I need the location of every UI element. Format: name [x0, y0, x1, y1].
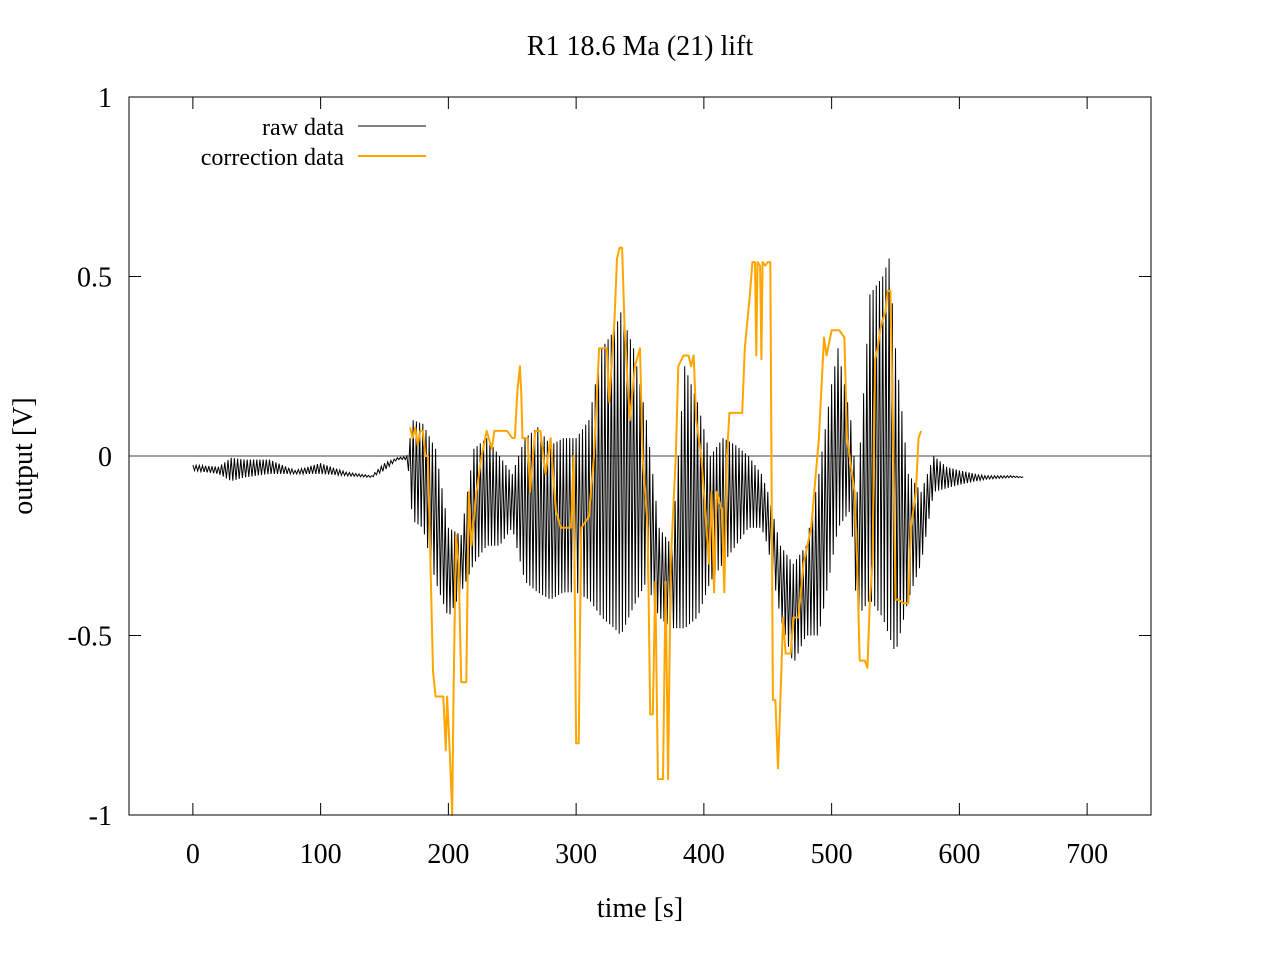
- legend: raw data correction data: [201, 115, 426, 171]
- x-tick-label: 100: [300, 839, 342, 870]
- legend-label-correction: correction data: [201, 145, 345, 171]
- chart-title: R1 18.6 Ma (21) lift: [527, 31, 754, 62]
- legend-label-raw: raw data: [262, 115, 344, 141]
- y-axis-label: output [V]: [8, 397, 39, 514]
- series-layer: [192, 246, 1024, 816]
- x-tick-label: 200: [427, 839, 469, 870]
- y-tick-label: 0: [98, 442, 112, 473]
- plot-frame: [128, 96, 1152, 816]
- x-axis-label: time [s]: [597, 893, 683, 924]
- series-raw-data-line: [192, 258, 1024, 661]
- y-tick-label: 1: [98, 83, 112, 114]
- x-tick-label: 500: [811, 839, 853, 870]
- x-tick-label: 300: [555, 839, 597, 870]
- x-tick-label: 700: [1066, 839, 1108, 870]
- ticks-layer: 0 100 200 300 400 500 600 700 -1 -0.5 0 0.5 1: [68, 83, 1151, 870]
- y-tick-label: -0.5: [68, 622, 112, 653]
- x-tick-label: 0: [186, 839, 200, 870]
- x-tick-label: 400: [683, 839, 725, 870]
- y-tick-label: 0.5: [77, 263, 112, 294]
- series-correction-data-line: [409, 246, 923, 816]
- x-tick-label: 600: [938, 839, 980, 870]
- y-tick-label: -1: [89, 801, 112, 832]
